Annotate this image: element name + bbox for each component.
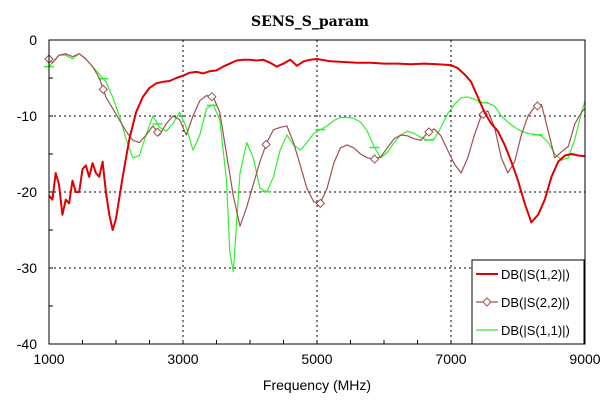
- series-marker: [532, 101, 543, 111]
- x-tick-labels: 1000 3000 5000 7000 9000: [33, 351, 600, 367]
- x-tick-label: 7000: [435, 351, 466, 367]
- chart-title: SENS_S_param: [251, 14, 369, 30]
- plot-frame: [48, 39, 586, 345]
- x-tick-label: 3000: [167, 351, 198, 367]
- legend-marker: [482, 297, 492, 307]
- series-line: [48, 53, 586, 273]
- y-tick-labels: 0 -10 -20 -30 -40: [17, 32, 37, 352]
- x-tick-label: 9000: [569, 351, 600, 367]
- legend-label: DB(|S(1,2)|): [501, 267, 570, 282]
- y-tick-label: -20: [17, 184, 37, 200]
- series-marker: [424, 127, 434, 137]
- x-tick-label: 5000: [301, 351, 332, 367]
- legend-label: DB(|S(1,1)|): [501, 323, 570, 338]
- series-line: [48, 58, 586, 231]
- series-group: [44, 53, 586, 273]
- x-axis-label: Frequency (MHz): [263, 377, 371, 393]
- series-0: [48, 58, 586, 231]
- series-marker: [261, 139, 271, 150]
- series-marker: [98, 84, 108, 95]
- series-marker: [315, 198, 326, 209]
- y-tick-label: -30: [17, 260, 37, 276]
- legend: DB(|S(1,2)|) DB(|S(2,2)|) DB(|S(1,1)|): [471, 259, 585, 345]
- legend-label: DB(|S(2,2)|): [501, 295, 570, 310]
- y-tick-label: -40: [17, 336, 37, 352]
- series-marker: [152, 127, 163, 137]
- series-marker: [369, 154, 380, 164]
- x-tick-label: 1000: [33, 351, 64, 367]
- series-marker: [207, 91, 217, 102]
- y-tick-label: 0: [29, 32, 37, 48]
- y-tick-label: -10: [17, 108, 37, 124]
- series-2: [44, 53, 586, 273]
